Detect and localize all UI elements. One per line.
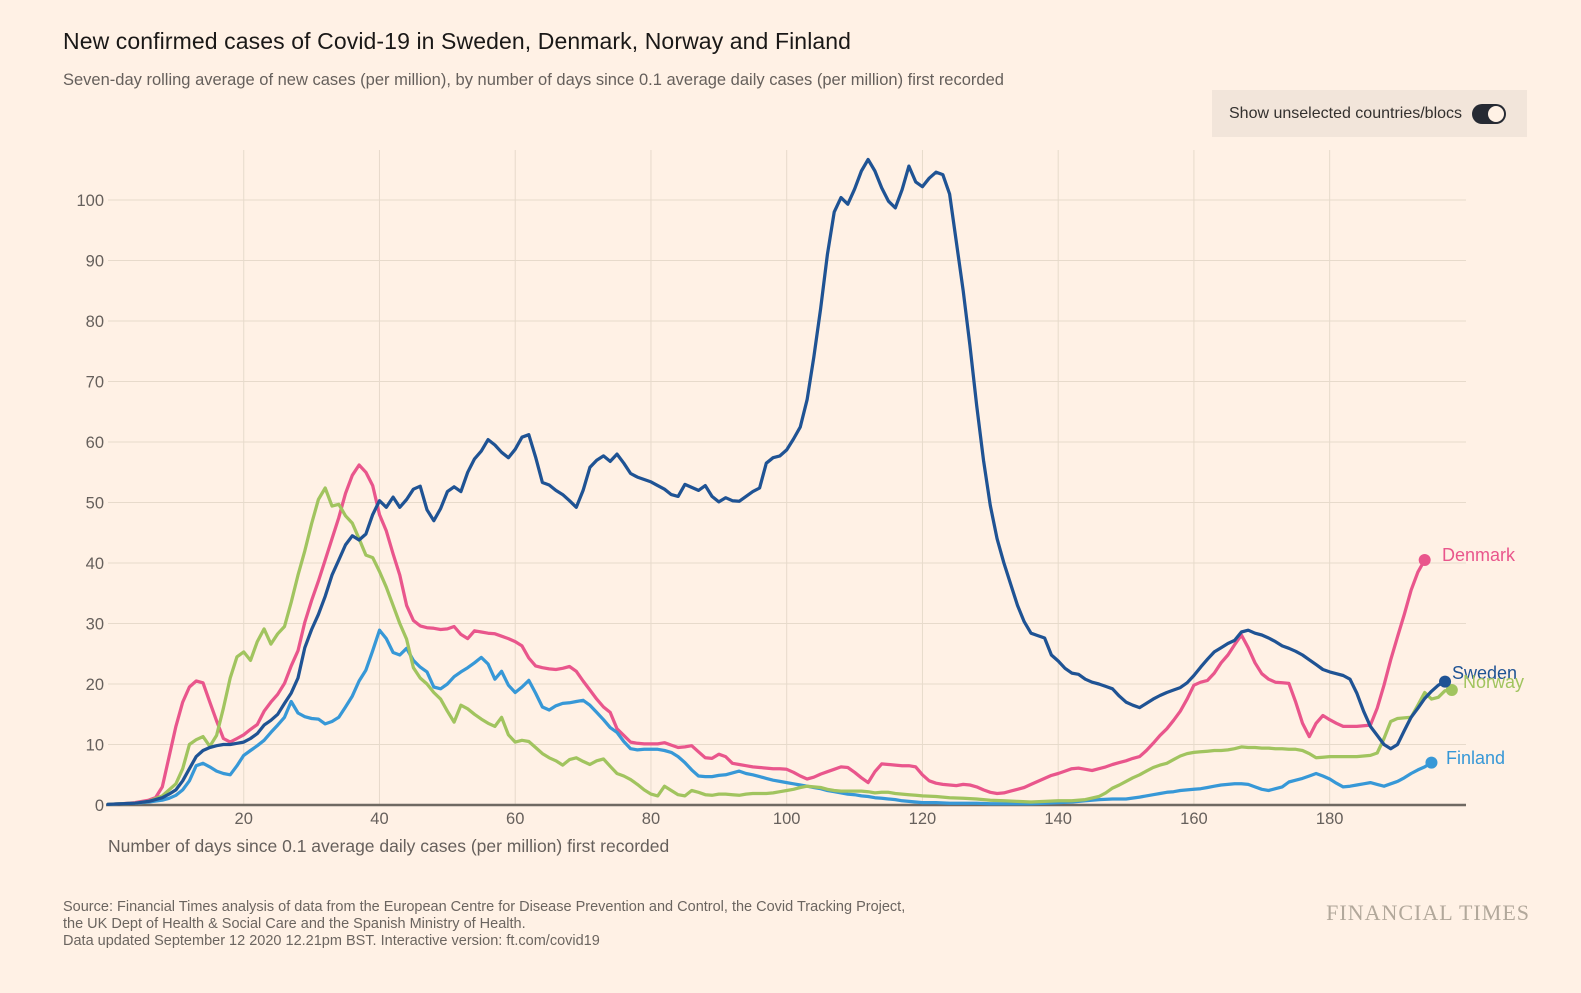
chart-subtitle: Seven-day rolling average of new cases (… [63, 71, 1004, 89]
toggle-knob [1488, 105, 1505, 122]
x-tick-label: 40 [370, 810, 388, 828]
source-line-2: the UK Dept of Health & Social Care and … [63, 916, 526, 932]
x-tick-label: 80 [642, 810, 660, 828]
ft-logo: FINANCIAL TIMES [1326, 900, 1530, 925]
series-line-denmark[interactable] [106, 463, 1427, 807]
series-line-norway[interactable] [106, 486, 1454, 807]
source-line-3: Data updated September 12 2020 12.21pm B… [63, 933, 600, 949]
y-tick-label: 100 [76, 192, 104, 210]
toggle-label: Show unselected countries/blocs [1229, 104, 1463, 122]
y-tick-label: 0 [95, 797, 104, 815]
series-line-finland[interactable] [106, 628, 1434, 807]
source-line-1: Source: Financial Times analysis of data… [63, 899, 906, 915]
series-label-norway: Norway [1463, 672, 1525, 692]
x-tick-label: 100 [773, 810, 801, 828]
series-label-sweden: Sweden [1452, 663, 1518, 683]
x-tick-label: 140 [1044, 810, 1072, 828]
x-tick-label: 180 [1316, 810, 1344, 828]
y-tick-label: 40 [86, 555, 104, 573]
x-tick-label: 120 [909, 810, 937, 828]
series-endpoint-finland[interactable] [1425, 756, 1438, 769]
y-tick-label: 10 [86, 737, 104, 755]
page-title: New confirmed cases of Covid-19 in Swede… [63, 28, 852, 54]
series-endpoint-sweden[interactable] [1439, 675, 1452, 688]
source-note: Source: Financial Times analysis of data… [63, 899, 905, 950]
y-tick-label: 30 [86, 616, 104, 634]
series-line-sweden[interactable] [106, 157, 1447, 807]
x-tick-label: 160 [1180, 810, 1208, 828]
series-endpoint-norway[interactable] [1445, 684, 1458, 697]
toggle-switch-icon[interactable] [1472, 103, 1507, 124]
series-endpoint-denmark[interactable] [1418, 553, 1431, 566]
y-tick-label: 20 [86, 676, 104, 694]
y-tick-label: 60 [86, 434, 104, 452]
y-tick-label: 80 [86, 313, 104, 331]
y-tick-label: 70 [86, 374, 104, 392]
series-label-finland: Finland [1446, 748, 1506, 768]
x-tick-label: 60 [506, 810, 524, 828]
series-label-denmark: Denmark [1442, 545, 1516, 565]
y-tick-label: 90 [86, 253, 104, 271]
x-axis-title: Number of days since 0.1 average daily c… [108, 836, 670, 856]
show-unselected-toggle[interactable]: Show unselected countries/blocs [1212, 90, 1527, 137]
y-tick-label: 50 [86, 495, 104, 513]
x-tick-label: 20 [235, 810, 253, 828]
